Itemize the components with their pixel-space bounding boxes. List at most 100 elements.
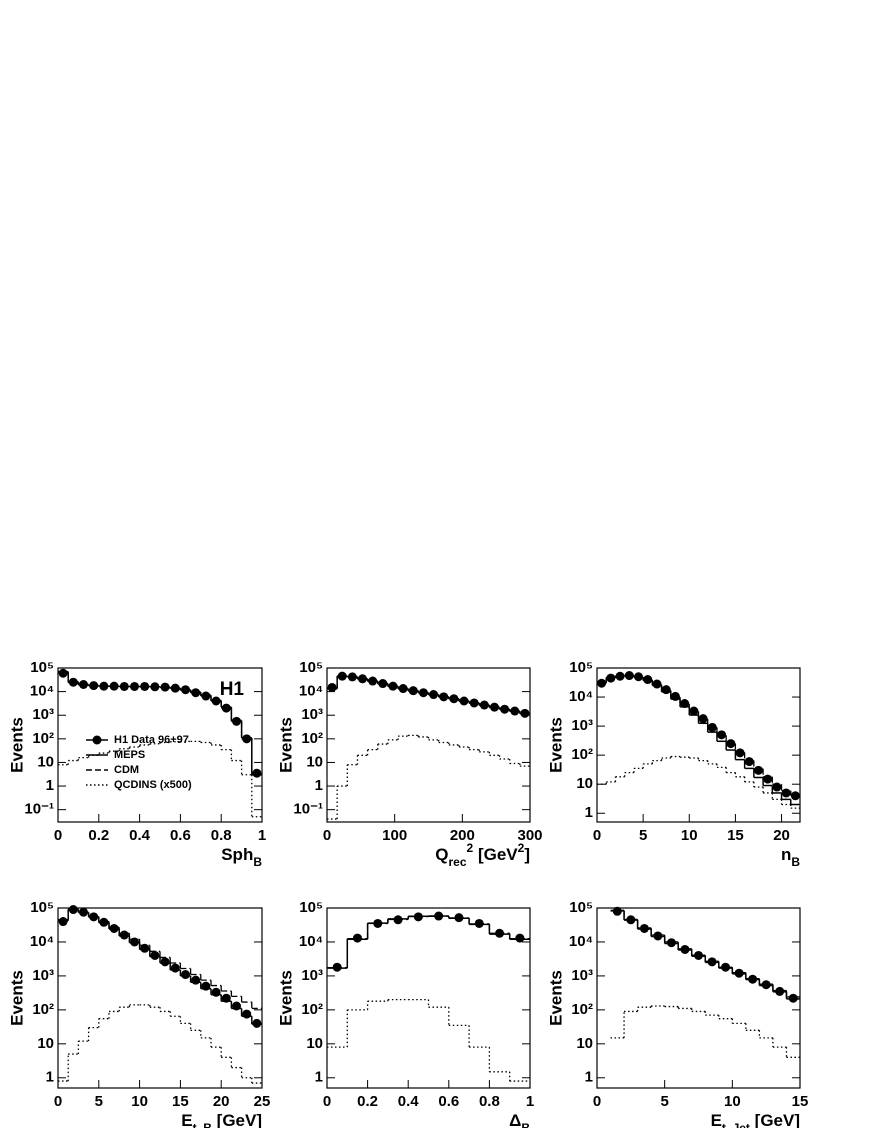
x-tick-label: 0.8 [211, 827, 232, 844]
data-point [58, 668, 68, 678]
x-tick-label: 0 [593, 827, 601, 844]
x-axis-label-part: [GeV] [212, 1111, 262, 1128]
x-tick-label: 0.6 [438, 1093, 459, 1110]
y-tick-label: 10⁴ [299, 683, 323, 700]
data-point [666, 938, 676, 948]
y-tick-label: 10 [306, 1035, 323, 1052]
y-tick-label: 1 [46, 777, 54, 794]
data-point [160, 957, 170, 967]
x-axis-label-part: Sph [221, 845, 253, 864]
x-axis-label-part: [GeV] [750, 1111, 800, 1128]
x-tick-label: 0.2 [88, 827, 109, 844]
x-tick-label: 0.6 [170, 827, 191, 844]
x-tick-label: 300 [517, 827, 542, 844]
x-tick-label: 0 [323, 1093, 331, 1110]
y-tick-label: 10² [571, 1001, 593, 1018]
y-tick-label: 10² [301, 730, 323, 747]
x-tick-label: 0 [323, 827, 331, 844]
y-axis-label: Events [276, 970, 295, 1026]
x-tick-label: 1 [258, 827, 266, 844]
x-tick-label: 0.2 [357, 1093, 378, 1110]
x-tick-label: 10 [724, 1093, 741, 1110]
y-tick-label: 10⁵ [299, 659, 323, 676]
y-tick-label: 10⁵ [569, 899, 593, 916]
x-tick-label: 15 [727, 827, 744, 844]
y-tick-label: 1 [585, 1069, 593, 1086]
x-axis-label-part: E [711, 1111, 722, 1128]
x-axis-label-part: B [253, 855, 262, 869]
x-axis-label-part: n [781, 845, 791, 864]
data-point [181, 970, 190, 980]
x-tick-label: 0 [54, 827, 62, 844]
x-tick-label: 0.4 [129, 827, 151, 844]
x-tick-label: 15 [172, 1093, 189, 1110]
x-tick-label: 15 [792, 1093, 809, 1110]
x-tick-label: 0 [54, 1093, 62, 1110]
y-tick-label: 10³ [301, 706, 323, 723]
legend-label: QCDINS (x500) [114, 779, 192, 791]
x-axis-label: Et, Jet [GeV] [711, 1111, 800, 1128]
x-axis-label-part: t, B [193, 1121, 213, 1128]
y-tick-label: 10 [576, 1035, 593, 1052]
y-tick-label: 10 [306, 753, 323, 770]
y-tick-label: 1 [315, 777, 323, 794]
y-tick-label: 1 [585, 804, 593, 821]
x-axis-label-part: B [521, 1121, 530, 1128]
data-point [694, 950, 703, 960]
legend-label: CDM [114, 764, 139, 776]
data-point [721, 962, 731, 972]
x-axis-label-part: 2 [467, 841, 474, 855]
y-axis-label: Events [7, 717, 26, 773]
y-tick-label: 10³ [571, 717, 593, 734]
data-point [744, 757, 754, 767]
y-tick-label: 10⁴ [569, 933, 593, 950]
y-axis-label: Events [546, 717, 565, 773]
y-tick-label: 10⁴ [299, 933, 323, 950]
y-tick-label: 10 [37, 753, 54, 770]
y-tick-label: 10³ [32, 967, 54, 984]
y-tick-label: 10² [32, 1001, 54, 1018]
x-tick-label: 100 [382, 827, 407, 844]
plot-frame [596, 667, 801, 823]
data-point [781, 788, 791, 798]
x-tick-label: 0.4 [398, 1093, 420, 1110]
x-tick-label: 25 [254, 1093, 271, 1110]
data-point [170, 963, 180, 973]
x-axis-label: Et, B [GeV] [181, 1111, 262, 1128]
plot-frame [326, 667, 531, 823]
plot-frame [57, 907, 263, 1089]
y-tick-label: 10⁻¹ [293, 801, 323, 818]
x-axis-label-part: ] [524, 845, 530, 864]
y-tick-label: 10⁵ [30, 659, 54, 676]
plot-frame [596, 907, 801, 1089]
x-tick-label: 5 [660, 1093, 668, 1110]
y-tick-label: 10⁵ [569, 659, 593, 676]
x-axis-label-part: rec [449, 855, 467, 869]
y-tick-label: 10⁻¹ [24, 801, 54, 818]
y-tick-label: 10⁵ [30, 899, 54, 916]
data-point [612, 906, 622, 916]
data-point [753, 765, 763, 775]
data-point [58, 917, 68, 927]
y-tick-label: 10⁴ [30, 933, 54, 950]
x-tick-label: 20 [773, 827, 790, 844]
plot-frame [57, 667, 263, 823]
x-tick-label: 5 [639, 827, 647, 844]
x-tick-label: 20 [213, 1093, 230, 1110]
x-tick-label: 10 [131, 1093, 148, 1110]
data-point [140, 943, 150, 953]
y-axis-label: Events [7, 970, 26, 1026]
y-tick-label: 10² [32, 730, 54, 747]
x-axis-label: SphB [221, 845, 262, 869]
legend-label: MEPS [114, 749, 145, 761]
y-tick-label: 1 [315, 1069, 323, 1086]
plot-frame [326, 907, 531, 1089]
data-point [761, 980, 771, 990]
x-tick-label: 1 [526, 1093, 534, 1110]
y-tick-label: 10⁴ [30, 683, 54, 700]
annotation: H1 [220, 679, 245, 700]
x-axis-label-part: 2 [518, 841, 525, 855]
y-tick-label: 10² [571, 746, 593, 763]
data-point [661, 685, 671, 695]
y-tick-label: 10⁵ [299, 899, 323, 916]
